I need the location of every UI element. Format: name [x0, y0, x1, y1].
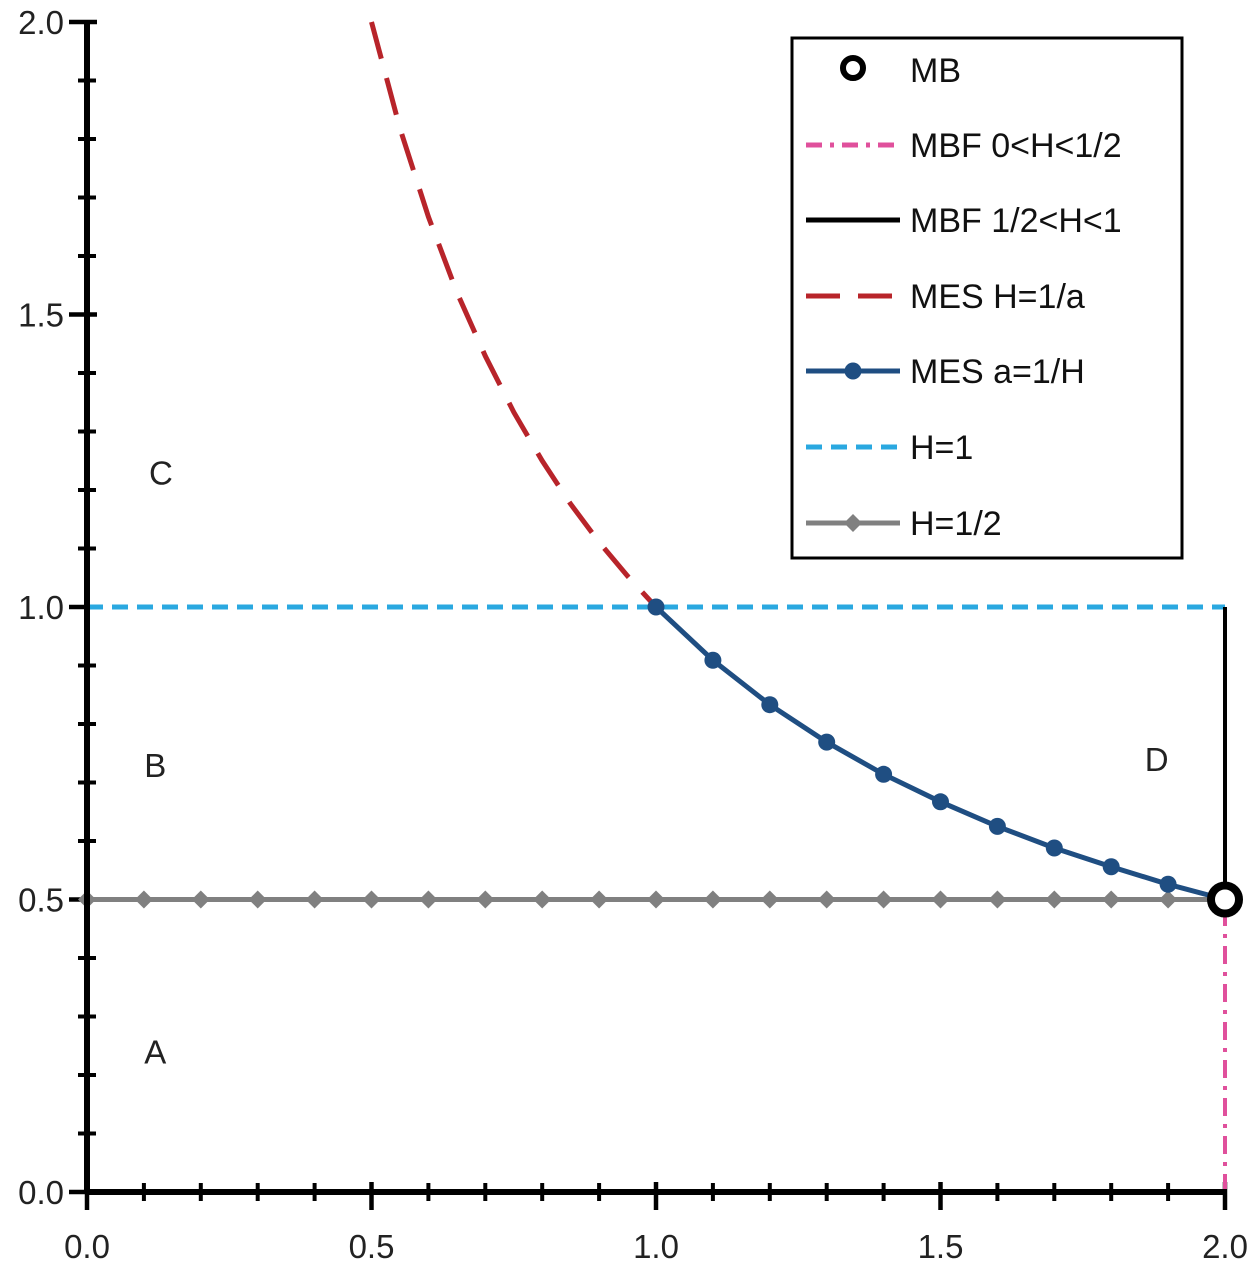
- diamond-marker: [533, 890, 552, 909]
- x-tick-label: 0.0: [64, 1228, 110, 1265]
- dot-marker: [761, 696, 779, 714]
- diamond-marker: [703, 890, 722, 909]
- y-tick-label: 0.5: [18, 882, 64, 919]
- dot-marker: [704, 651, 722, 669]
- legend-swatch-diamond: [844, 514, 862, 532]
- x-tick-label: 1.0: [633, 1228, 679, 1265]
- diamond-marker: [191, 890, 210, 909]
- diamond-marker: [1045, 890, 1064, 909]
- legend-label: MBF 0<H<1/2: [910, 127, 1122, 165]
- legend: MB MBF 0<H<1/2 MBF 1/2<H<1 MES H=1/a MES a=1…: [790, 36, 1184, 560]
- diamond-marker: [134, 890, 153, 909]
- legend-swatch-dot: [844, 362, 862, 380]
- mb-open-circle-marker: [1207, 881, 1243, 918]
- diamond-marker: [1102, 890, 1121, 909]
- diamond-marker: [988, 890, 1007, 909]
- legend-label: MES a=1/H: [910, 353, 1085, 391]
- y-tick-label: 2.0: [18, 4, 64, 41]
- dot-marker: [932, 793, 949, 811]
- diamond-marker: [590, 890, 609, 909]
- diamond-marker: [874, 890, 893, 909]
- diamond-marker: [419, 890, 438, 909]
- region-labels: A B C D: [144, 454, 1168, 1070]
- dot-marker: [1102, 858, 1120, 876]
- dot-marker: [875, 765, 893, 783]
- y-tick-label: 0.0: [18, 1174, 64, 1211]
- x-tick-label: 2.0: [1202, 1228, 1248, 1265]
- legend-box: [790, 36, 1184, 560]
- dot-marker: [988, 817, 1006, 835]
- region-label-b: B: [144, 747, 166, 784]
- legend-label: MES H=1/a: [910, 278, 1085, 316]
- dot-marker: [1159, 875, 1177, 893]
- diamond-marker: [476, 890, 495, 909]
- legend-label: H=1: [910, 429, 973, 467]
- diamond-marker: [647, 890, 665, 909]
- diamond-marker: [817, 890, 836, 909]
- y-tick-label: 1.0: [18, 589, 64, 626]
- dot-marker: [647, 598, 665, 616]
- series-layer: [78, 21, 1243, 1192]
- diamond-marker: [1159, 890, 1178, 909]
- diamond-marker: [248, 890, 267, 909]
- series-line-4: [654, 605, 1226, 902]
- dot-marker: [1045, 839, 1063, 857]
- dot-marker: [818, 733, 836, 751]
- region-label-a: A: [144, 1034, 166, 1071]
- region-label-c: C: [149, 454, 173, 491]
- x-tick-label: 0.5: [349, 1228, 395, 1265]
- legend-swatch-mb: [840, 55, 866, 81]
- legend-label: MBF 1/2<H<1: [910, 202, 1122, 240]
- diamond-marker: [760, 890, 779, 909]
- series-line-3: [369, 21, 658, 609]
- axes: [84, 20, 1227, 1195]
- diamond-marker: [305, 890, 324, 909]
- x-tick-label: 1.5: [918, 1228, 964, 1265]
- legend-label: H=1/2: [910, 505, 1002, 543]
- y-tick-label: 1.5: [18, 297, 64, 334]
- diamond-marker: [362, 890, 381, 909]
- legend-label: MB: [910, 52, 961, 90]
- region-label-d: D: [1145, 741, 1169, 778]
- diamond-marker: [931, 890, 950, 909]
